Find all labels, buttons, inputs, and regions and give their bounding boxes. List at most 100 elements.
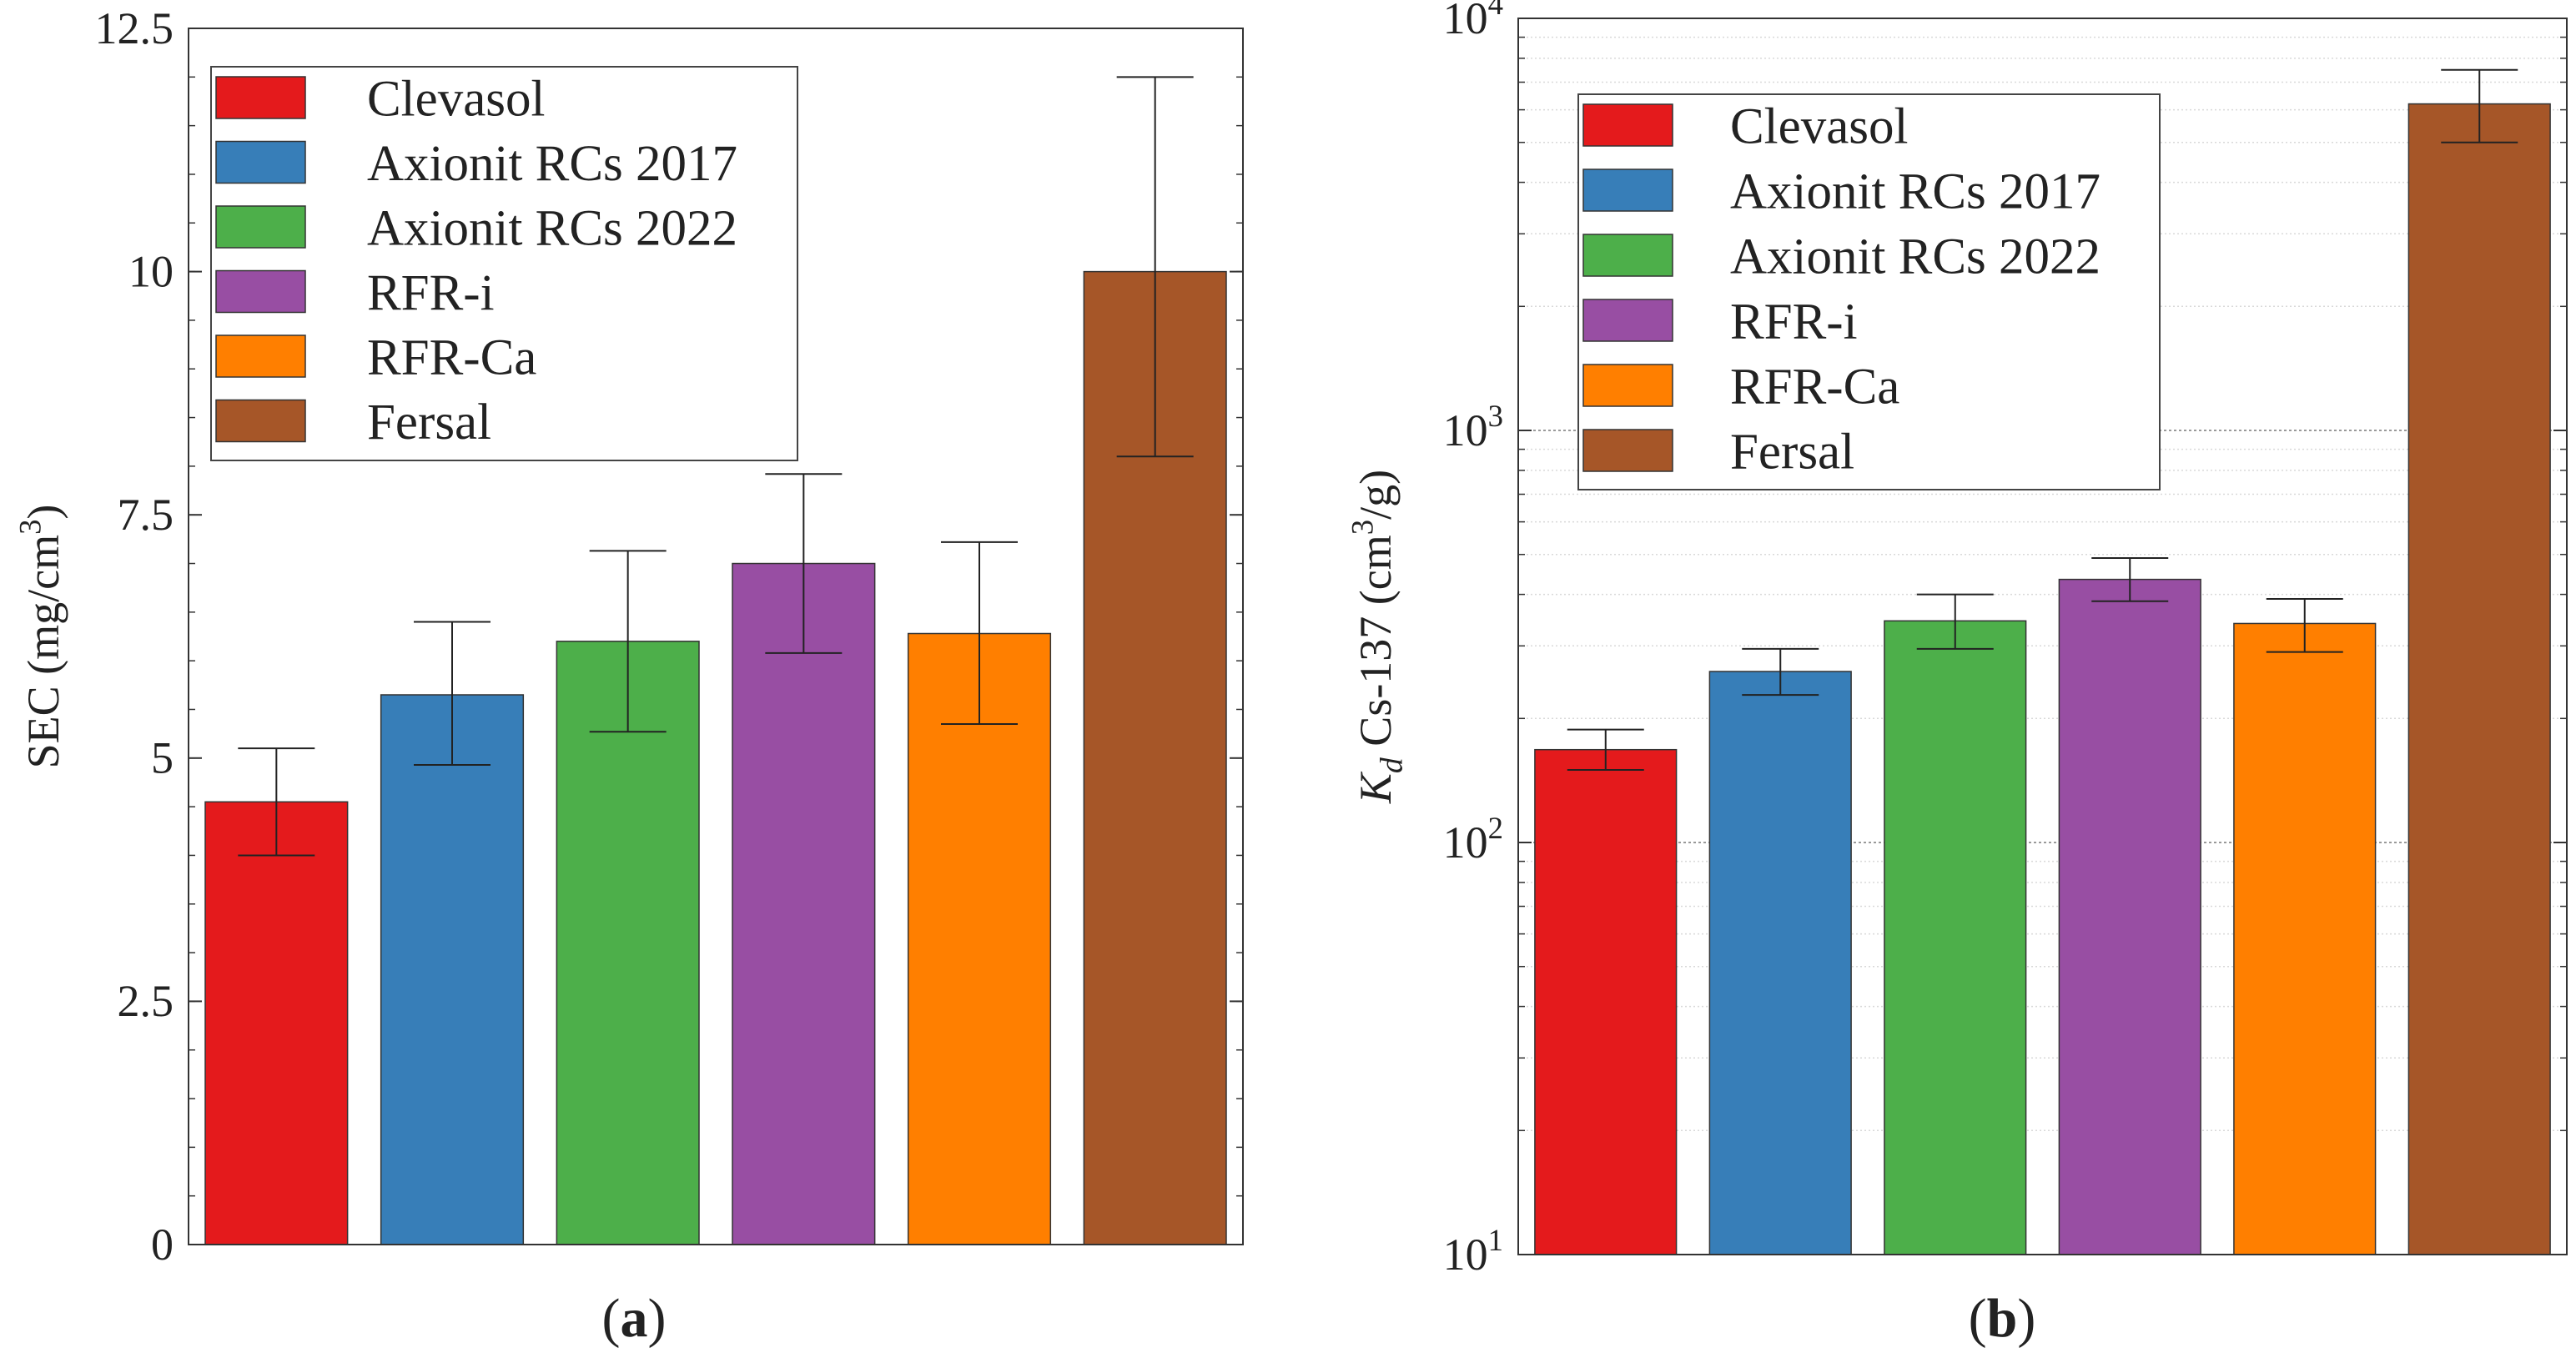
legend-swatch — [215, 76, 306, 119]
legend-item-axionit-rcs-2017: Axionit RCs 2017 — [215, 136, 737, 192]
legend-item-clevasol: Clevasol — [1582, 98, 1908, 154]
legend-item-axionit-rcs-2022: Axionit RCs 2022 — [215, 200, 737, 256]
y-axis-label-subscript: d — [1375, 757, 1410, 773]
error-bar-rfr-ca — [2266, 598, 2343, 653]
y-tick-base: 10 — [1443, 405, 1488, 455]
y-tick-base: 10 — [1443, 1230, 1488, 1280]
legend: Clevasol Axionit RCs 2017 Axionit RCs 2022… — [210, 66, 798, 461]
legend-label: Axionit RCs 2022 — [367, 200, 737, 256]
legend-box — [1577, 93, 2161, 490]
bar-axionit-rcs-2017 — [1708, 671, 1852, 1255]
error-bar-axionit-rcs-2017 — [414, 621, 491, 766]
legend-label: Fersal — [367, 395, 491, 450]
error-bar-axionit-rcs-2022 — [589, 550, 667, 733]
legend: Clevasol Axionit RCs 2017 Axionit RCs 2022… — [1577, 93, 2161, 490]
legend-label: Fersal — [1730, 424, 1854, 480]
error-bar-clevasol — [238, 747, 315, 857]
y-tick-label: 104 — [1443, 0, 1503, 43]
y-axis-label-k: K — [1351, 771, 1401, 804]
legend-swatch — [215, 140, 306, 184]
bar-clevasol — [1534, 748, 1678, 1255]
legend-swatch — [1582, 364, 1673, 407]
legend-item-fersal: Fersal — [215, 395, 491, 450]
legend-item-rfr-i: RFR-i — [1582, 294, 1858, 350]
y-tick-label: 101 — [1443, 1223, 1503, 1280]
y-axis-label: SEC (mg/cm3) — [13, 505, 68, 769]
legend-swatch — [1582, 168, 1673, 212]
plot-frame — [188, 28, 1244, 1245]
bar-clevasol — [204, 801, 349, 1245]
bars — [1534, 103, 2551, 1255]
legend-item-axionit-rcs-2017: Axionit RCs 2017 — [1582, 163, 2101, 219]
legend-swatch — [215, 334, 306, 378]
y-tick-label: 10 — [128, 246, 174, 296]
error-bar-rfr-i — [765, 473, 843, 654]
y-tick-label: 12.5 — [95, 3, 174, 53]
panel-caption-open: ( — [602, 1288, 621, 1349]
legend-label: RFR-i — [1730, 294, 1858, 350]
y-tick-label: 7.5 — [118, 490, 174, 540]
error-bar-clevasol — [1567, 728, 1644, 772]
legend-item-rfr-ca: RFR-Ca — [1582, 359, 1899, 415]
legend-label: Axionit RCs 2022 — [1730, 229, 2101, 284]
legend-item-axionit-rcs-2022: Axionit RCs 2022 — [1582, 229, 2101, 284]
legend-label: Clevasol — [1730, 98, 1908, 154]
legend-swatch — [1582, 103, 1673, 147]
bar-axionit-rcs-2017 — [380, 694, 525, 1245]
panel-a-sec-chart: 0 2.5 5 7.5 10 12.5 SEC (mg/cm3) Clevasol Axioni… — [13, 3, 1244, 1349]
legend-label: Axionit RCs 2017 — [1730, 163, 2101, 219]
legend-item-fersal: Fersal — [1582, 424, 1854, 480]
y-tick-exponent: 3 — [1488, 399, 1503, 433]
error-bar-axionit-rcs-2017 — [1742, 647, 1819, 697]
y-tick-label: 0 — [151, 1220, 174, 1270]
y-tick-exponent: 2 — [1488, 811, 1503, 845]
legend-item-clevasol: Clevasol — [215, 71, 545, 127]
legend-label: Clevasol — [367, 71, 545, 127]
y-axis-label-main: Cs-137 (cm — [1351, 535, 1401, 757]
error-bar-fersal — [1116, 76, 1194, 458]
y-tick-label: 103 — [1443, 399, 1503, 455]
legend-label: RFR-i — [367, 265, 495, 321]
legend-swatch — [215, 269, 306, 314]
error-bars — [238, 76, 1194, 857]
error-bar-rfr-ca — [941, 541, 1018, 725]
y-axis-label-superscript: 3 — [1345, 520, 1379, 535]
bar-fersal — [2407, 103, 2551, 1255]
error-bars — [1567, 68, 2518, 772]
y-axis-ticks: 0 2.5 5 7.5 10 12.5 — [95, 3, 1243, 1270]
panel-caption: (b) — [1969, 1288, 2036, 1349]
y-tick-base: 10 — [1443, 0, 1488, 43]
y-tick-label: 102 — [1443, 811, 1503, 868]
panel-caption: (a) — [602, 1288, 667, 1349]
bar-rfr-i — [732, 562, 876, 1245]
y-tick-exponent: 4 — [1488, 0, 1503, 21]
plot-frame — [1517, 18, 2568, 1255]
legend-swatch — [1582, 234, 1673, 277]
error-bar-axionit-rcs-2022 — [1916, 593, 1994, 650]
legend-label: RFR-Ca — [1730, 359, 1899, 415]
bar-rfr-ca — [907, 632, 1052, 1245]
legend-box — [210, 66, 798, 461]
legend-swatch — [1582, 299, 1673, 342]
y-tick-base: 10 — [1443, 817, 1488, 868]
y-tick-label: 5 — [151, 733, 174, 783]
error-bar-rfr-i — [2091, 557, 2169, 602]
y-axis-label: Kd Cs-137 (cm3/g) — [1345, 470, 1409, 804]
bar-rfr-i — [2058, 578, 2201, 1255]
legend-label: Axionit RCs 2017 — [367, 136, 737, 192]
y-tick-label: 2.5 — [118, 976, 174, 1026]
y-axis-label-main: SEC (mg/cm — [18, 535, 68, 769]
y-tick-exponent: 1 — [1488, 1223, 1503, 1257]
legend-swatch — [1582, 429, 1673, 472]
legend-label: RFR-Ca — [367, 329, 536, 385]
legend-item-rfr-i: RFR-i — [215, 265, 495, 321]
legend-item-rfr-ca: RFR-Ca — [215, 329, 536, 385]
panel-caption-open: ( — [1969, 1288, 1987, 1349]
panel-caption-close: ) — [2017, 1288, 2035, 1349]
y-axis-label-tail: ) — [18, 505, 68, 520]
legend-swatch — [215, 205, 306, 249]
y-axis-label-superscript: 3 — [13, 520, 47, 535]
error-bar-fersal — [2441, 68, 2518, 143]
